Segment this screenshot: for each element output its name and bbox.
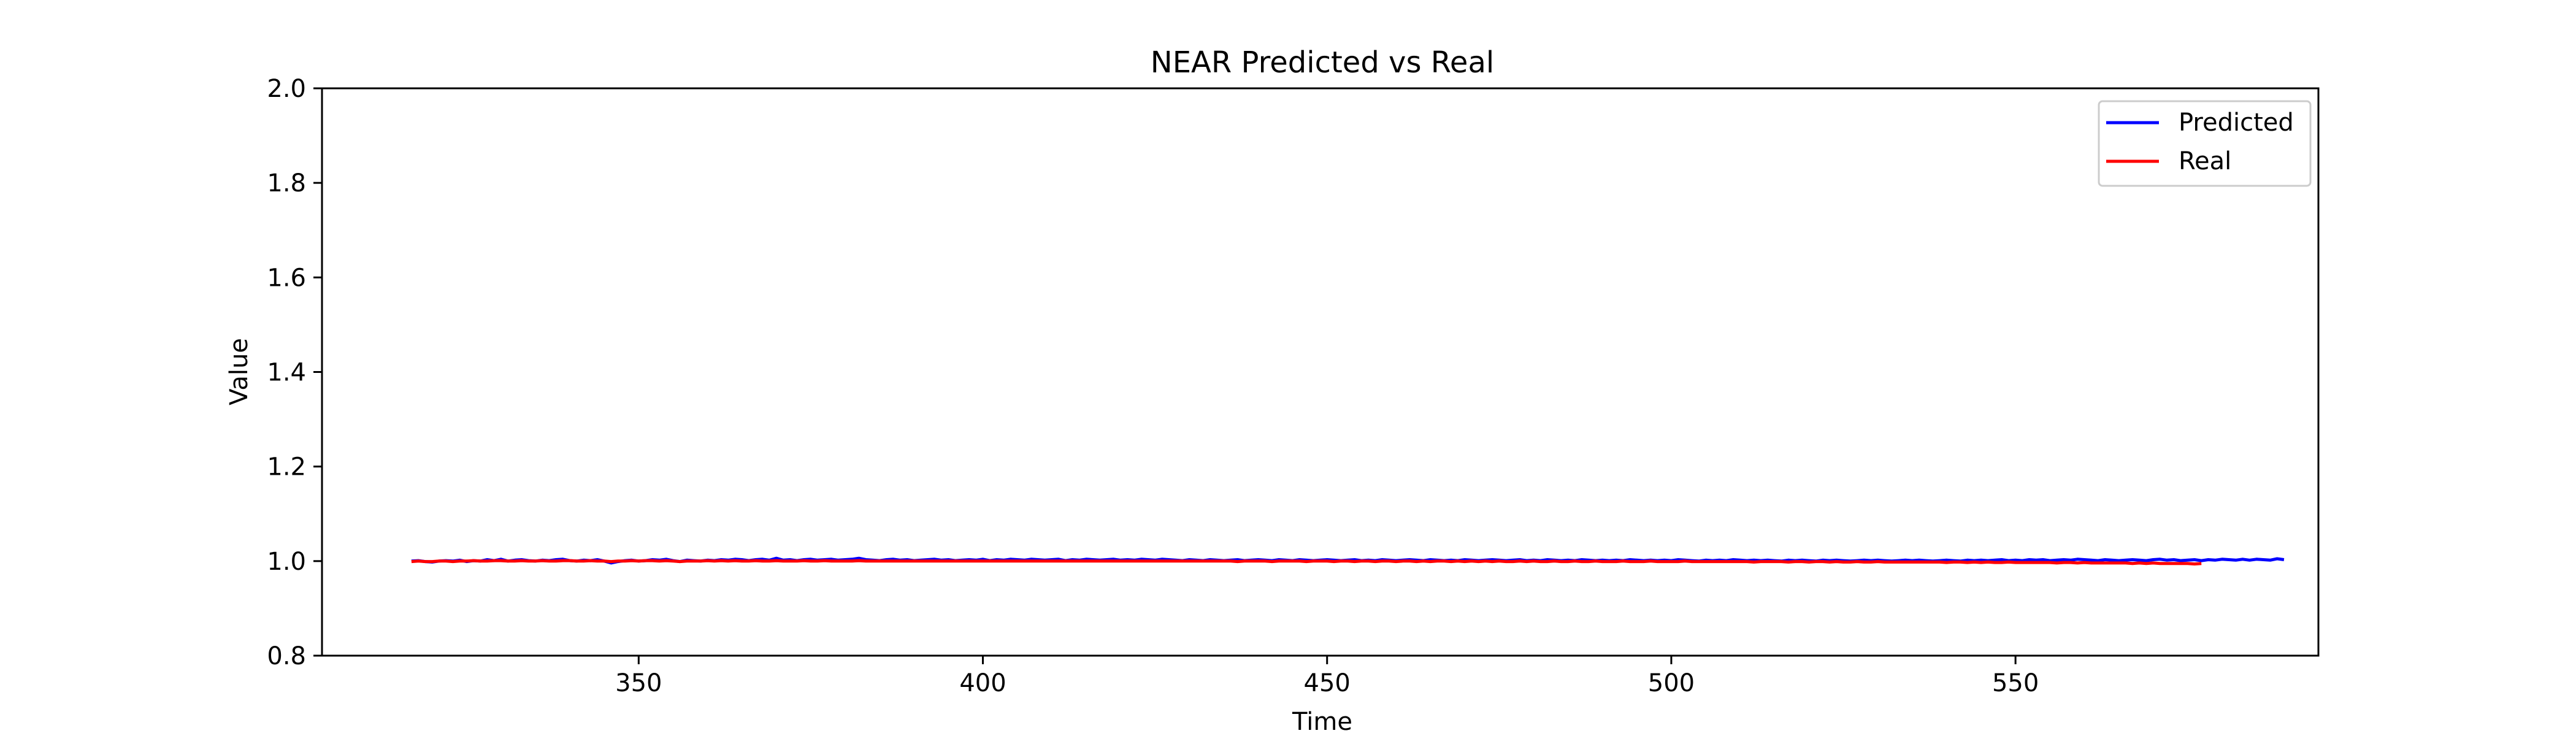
y-axis: 0.8 1.0 1.2 1.4 1.6 1.8 2.0	[267, 75, 322, 670]
y-axis-label: Value	[225, 338, 253, 405]
y-tick-label: 1.2	[267, 453, 306, 481]
legend: Predicted Real	[2098, 100, 2312, 187]
chart-title: NEAR Predicted vs Real	[1151, 45, 1494, 80]
x-tick-label: 500	[1648, 669, 1695, 697]
legend-label-real: Real	[2179, 147, 2231, 175]
y-tick-label: 0.8	[267, 642, 306, 670]
y-tick-label: 1.4	[267, 359, 306, 387]
x-axis: 350 400 450 500 550	[615, 656, 2039, 697]
x-tick-label: 550	[1992, 669, 2039, 697]
y-tick-label: 1.0	[267, 548, 306, 576]
y-tick-label: 1.6	[267, 264, 306, 292]
series-lines	[411, 556, 2285, 565]
plot-area-frame	[321, 87, 2320, 657]
legend-label-predicted: Predicted	[2179, 109, 2294, 137]
y-tick-label: 1.8	[267, 169, 306, 197]
x-tick-label: 400	[959, 669, 1006, 697]
x-tick-label: 450	[1304, 669, 1351, 697]
series-line-real	[411, 559, 2202, 565]
x-tick-label: 350	[615, 669, 662, 697]
y-tick-label: 2.0	[267, 75, 306, 103]
x-axis-label: Time	[1292, 708, 1352, 736]
